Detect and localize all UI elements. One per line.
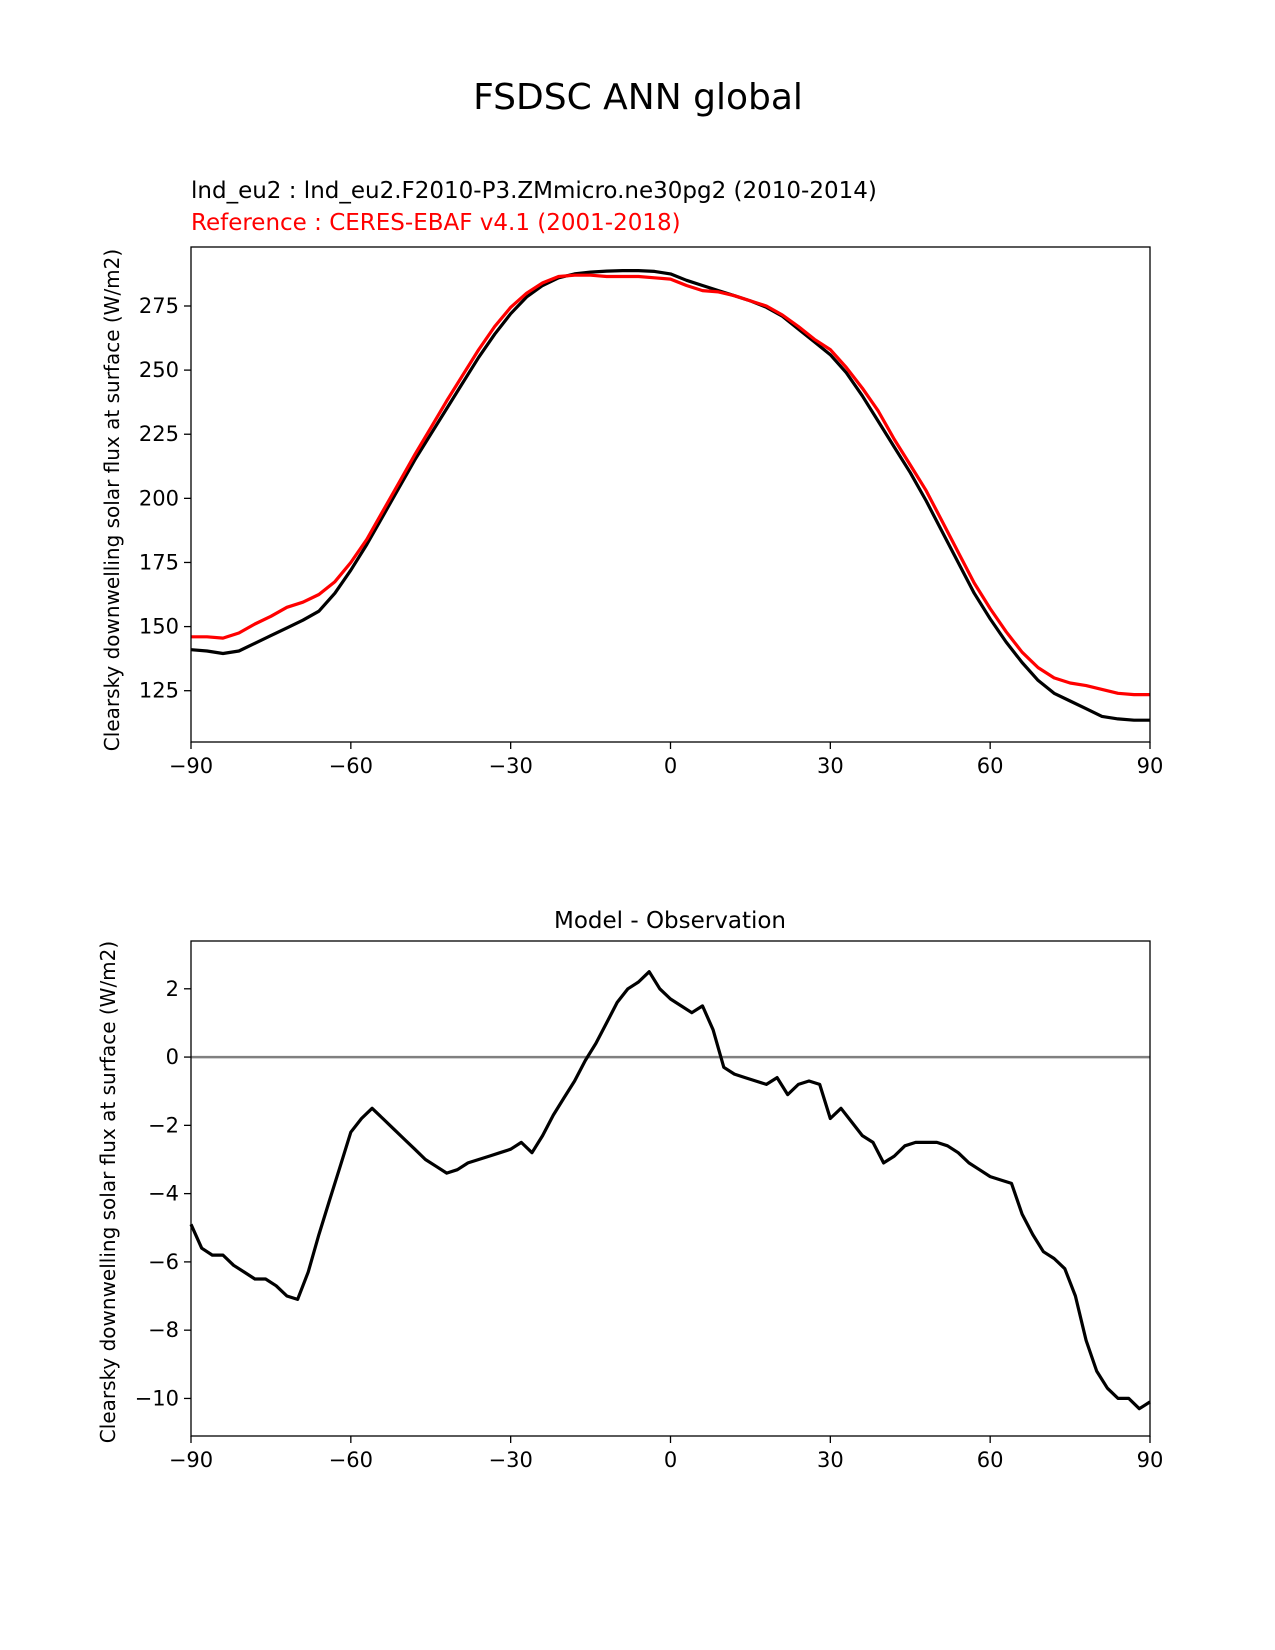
- bottom-ytick-label: −10: [135, 1386, 179, 1410]
- top-xtick-label: −90: [169, 754, 213, 778]
- bottom-ytick-label: 2: [166, 977, 179, 1001]
- top-panel: lnd_eu2 : lnd_eu2.F2010-P3.ZMmicro.ne30p…: [100, 178, 1163, 778]
- top-ticks: −90 −60 −30 0 30 60 90 125 150 175 200 225 250 275: [139, 294, 1163, 778]
- bottom-plot-lines: [189, 970, 1151, 1411]
- bottom-xtick-label: 90: [1137, 1448, 1164, 1472]
- top-ytick-label: 250: [139, 358, 179, 382]
- bottom-ytick-label: −6: [148, 1250, 179, 1274]
- top-plot-lines: [190, 269, 1150, 722]
- top-ytick-label: 150: [139, 615, 179, 639]
- top-ytick-label: 125: [139, 679, 179, 703]
- top-series-test: [190, 269, 1150, 722]
- top-series-reference: [191, 273, 1150, 697]
- top-xtick-label: 60: [977, 754, 1004, 778]
- top-xtick-label: 30: [817, 754, 844, 778]
- bottom-ytick-label: −4: [148, 1182, 179, 1206]
- bottom-xtick-label: 0: [664, 1448, 677, 1472]
- reference-label: Reference : CERES-EBAF v4.1 (2001-2018): [191, 210, 681, 236]
- top-ytick-label: 275: [139, 294, 179, 318]
- bottom-xtick-label: −90: [169, 1448, 213, 1472]
- bottom-series-difference: [189, 970, 1151, 1411]
- bottom-ytick-label: −2: [148, 1113, 179, 1137]
- top-plot-frame: [190, 246, 1151, 743]
- top-xtick-label: 90: [1137, 754, 1164, 778]
- bottom-ylabel: Clearsky downwelling solar flux at surfa…: [96, 941, 120, 1443]
- top-xtick-label: −60: [329, 754, 373, 778]
- bottom-xtick-label: −60: [329, 1448, 373, 1472]
- top-ytick-label: 225: [139, 422, 179, 446]
- bottom-xtick-label: 30: [817, 1448, 844, 1472]
- bottom-ticks: −90 −60 −30 0 30 60 90 −10 −8 −6 −4 −2 0 2: [135, 977, 1164, 1472]
- figure-title: FSDSC ANN global: [473, 77, 803, 118]
- top-ylabel: Clearsky downwelling solar flux at surfa…: [100, 249, 124, 751]
- bottom-ytick-label: −8: [148, 1318, 179, 1342]
- bottom-plot-frame: [190, 940, 1151, 1437]
- top-xtick-label: −30: [489, 754, 533, 778]
- bottom-panel: Model - Observation Clearsky downwelling…: [96, 908, 1163, 1472]
- top-xtick-label: 0: [664, 754, 677, 778]
- test-label: lnd_eu2 : lnd_eu2.F2010-P3.ZMmicro.ne30p…: [191, 178, 877, 204]
- bottom-ytick-label: 0: [166, 1045, 179, 1069]
- top-ytick-label: 200: [139, 486, 179, 510]
- bottom-xtick-label: −30: [489, 1448, 533, 1472]
- top-ytick-label: 175: [139, 550, 179, 574]
- bottom-xtick-label: 60: [977, 1448, 1004, 1472]
- bottom-title: Model - Observation: [554, 908, 786, 934]
